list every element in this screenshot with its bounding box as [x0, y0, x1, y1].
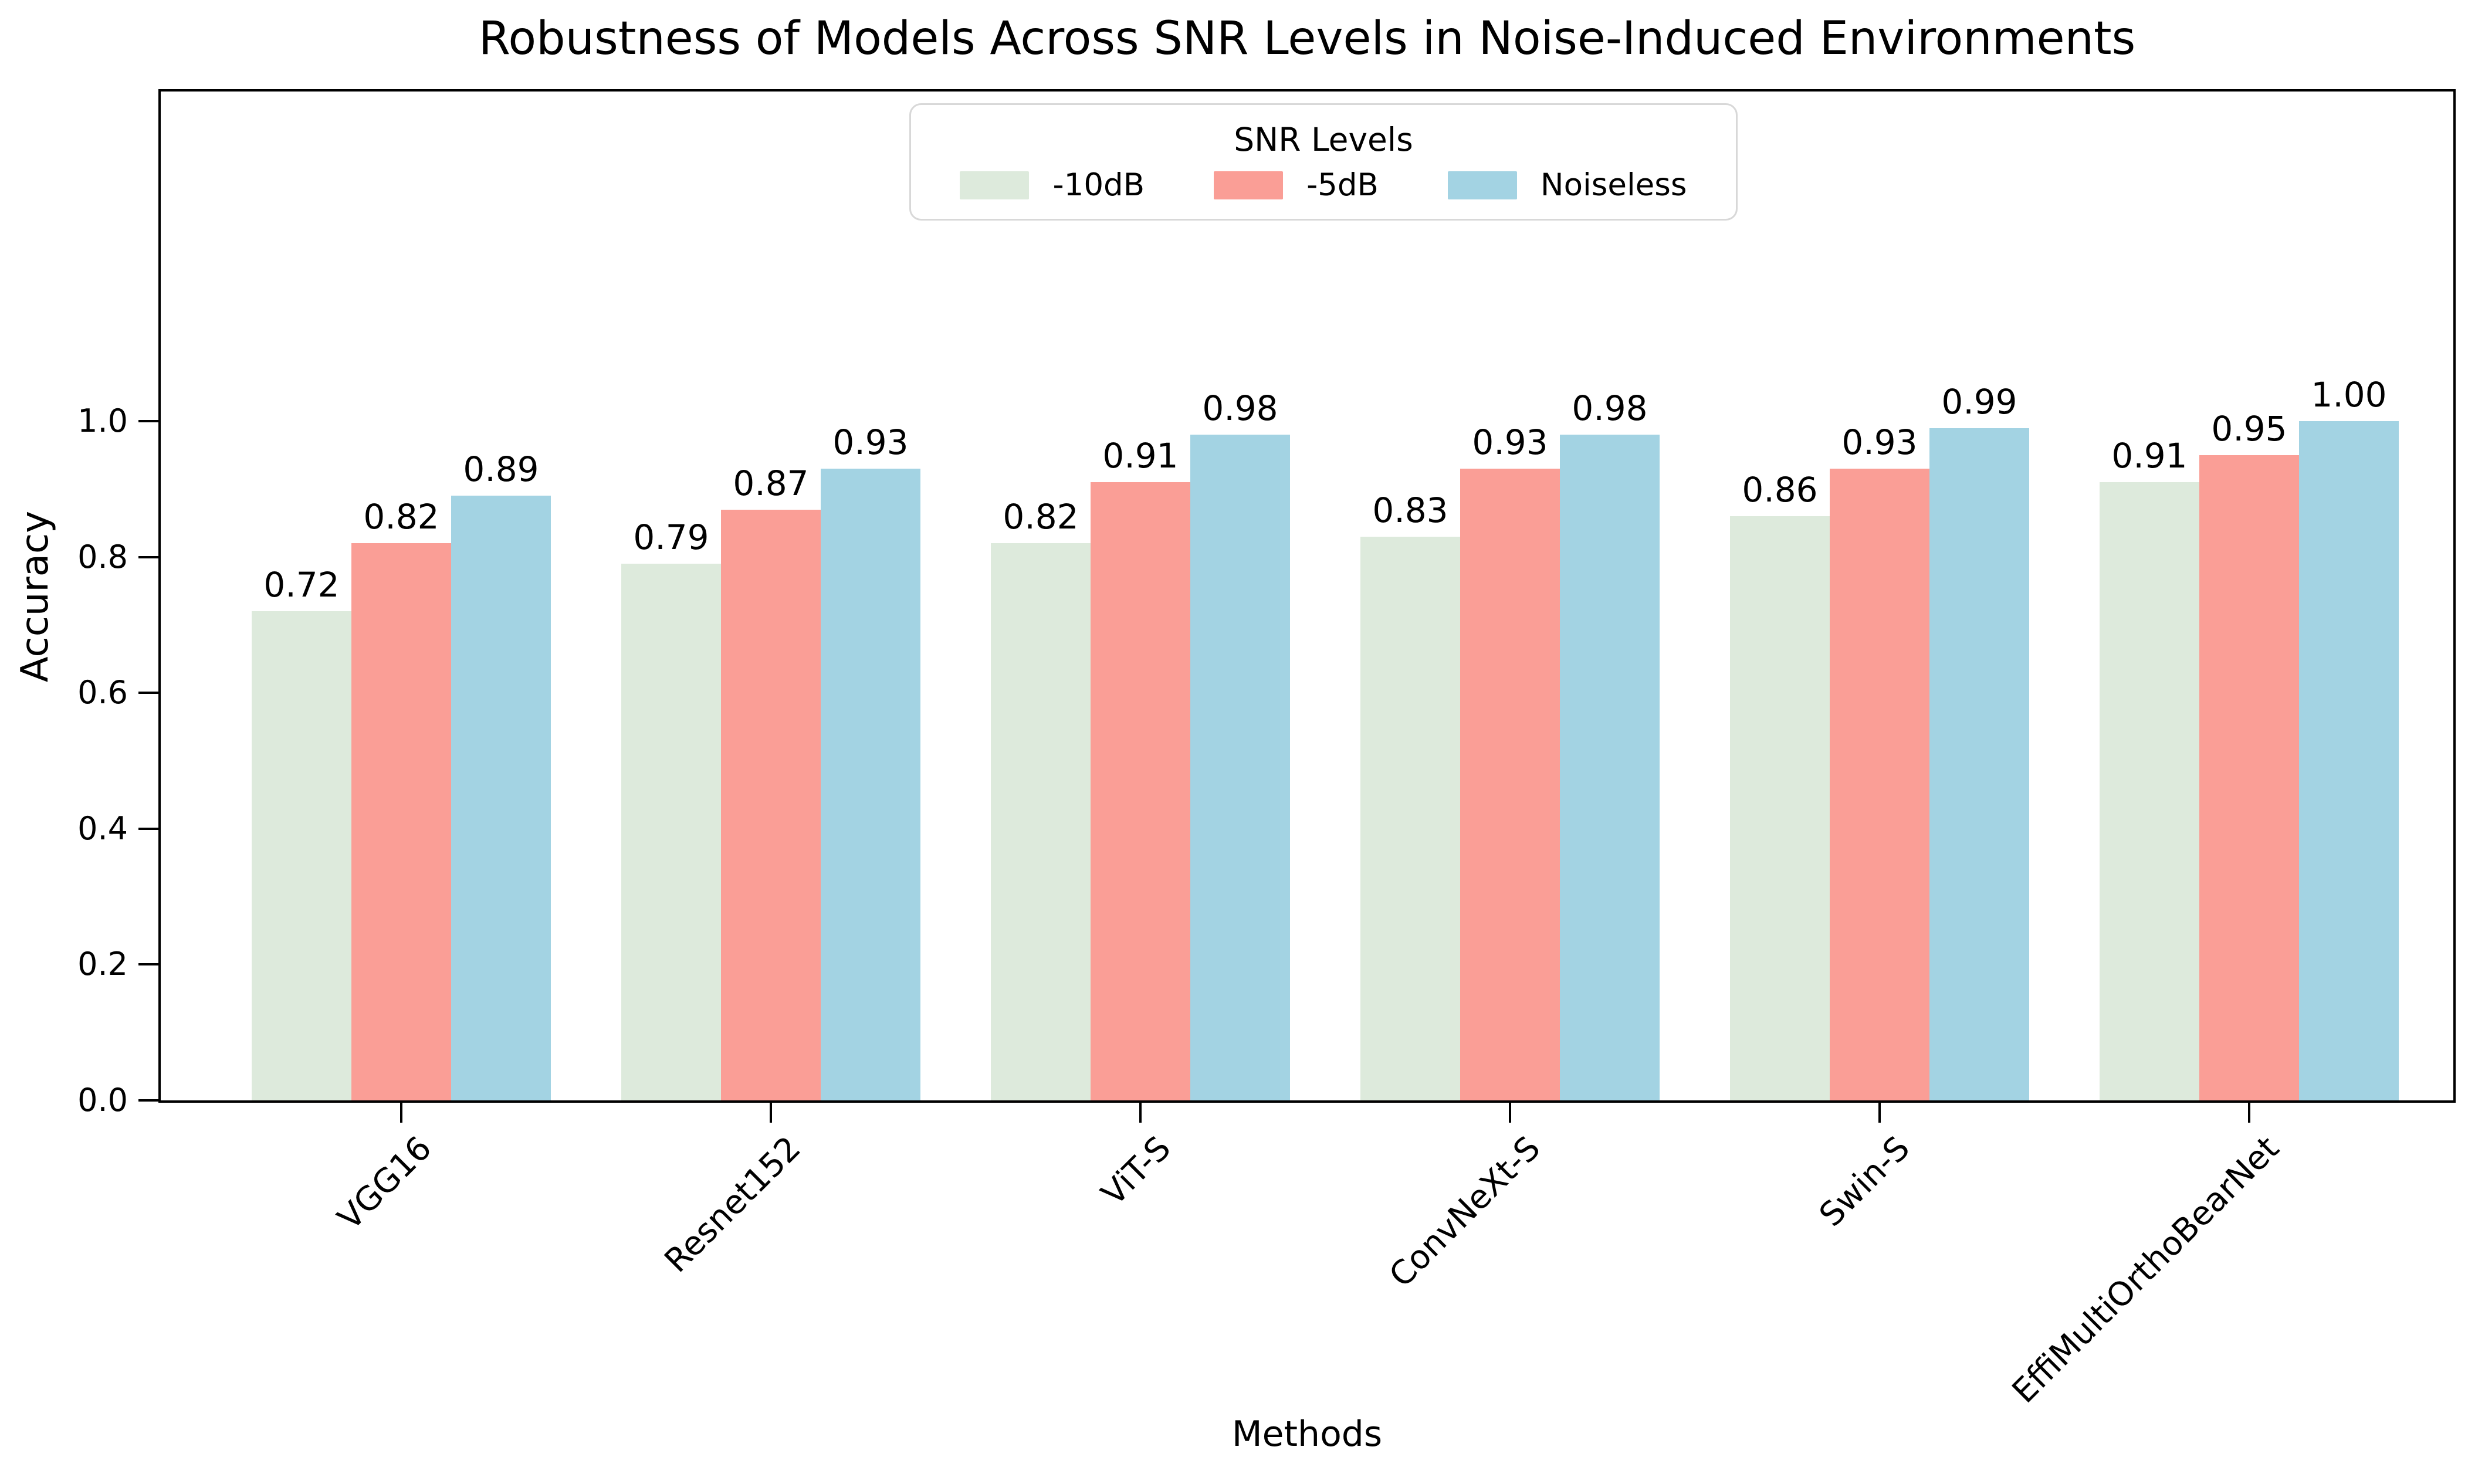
bar	[1730, 516, 1830, 1100]
y-axis-label: Accuracy	[13, 510, 57, 683]
legend-label: -5dB	[1306, 167, 1379, 203]
legend-item: -5dB	[1214, 167, 1379, 204]
bar-value-label: 0.79	[633, 517, 709, 557]
bar	[1091, 482, 1190, 1100]
legend-title: SNR Levels	[1234, 121, 1413, 158]
y-tick-label: 0.4	[77, 809, 128, 847]
bar	[821, 469, 920, 1100]
bar	[1929, 428, 2029, 1100]
bar-value-label: 0.89	[463, 449, 539, 489]
bar	[1190, 435, 1290, 1100]
bar	[1460, 469, 1560, 1100]
legend-items: -10dB -5dB Noiseless	[960, 167, 1687, 204]
bar	[2100, 482, 2199, 1100]
x-tick-mark	[1878, 1103, 1881, 1123]
legend: SNR Levels -10dB -5dB Noiseless	[909, 103, 1738, 221]
x-tick-label: EffiMultiOrthoBearNet	[2005, 1129, 2287, 1411]
legend-swatch-10db	[960, 171, 1030, 199]
y-tick-label: 0.0	[77, 1082, 128, 1119]
bar	[1830, 469, 1929, 1100]
bar-value-label: 0.86	[1742, 470, 1818, 510]
x-tick-mark	[1509, 1103, 1511, 1123]
bar	[2299, 421, 2399, 1100]
bar-value-label: 0.91	[1102, 436, 1179, 476]
y-tick-label: 0.2	[77, 946, 128, 983]
chart-title: Robustness of Models Across SNR Levels i…	[478, 12, 2136, 65]
x-tick-label: ViT-S	[1093, 1129, 1178, 1214]
y-tick-mark	[138, 1099, 158, 1102]
bar-value-label: 0.95	[2211, 409, 2287, 449]
bar-value-label: 0.83	[1372, 490, 1448, 530]
x-tick-label: Resnet152	[657, 1129, 808, 1280]
y-tick-mark	[138, 420, 158, 422]
legend-label: Noiseless	[1540, 167, 1687, 203]
x-tick-label: Swin-S	[1812, 1129, 1917, 1235]
bar-value-label: 0.98	[1202, 388, 1278, 428]
bar	[451, 496, 551, 1100]
x-axis-label: Methods	[1231, 1414, 1383, 1455]
legend-label: -10dB	[1052, 167, 1145, 203]
legend-item: -10dB	[960, 167, 1145, 204]
legend-swatch-noiseless	[1447, 171, 1517, 199]
x-tick-label: VGG16	[330, 1129, 439, 1238]
bar-value-label: 0.72	[263, 565, 340, 605]
bar-value-label: 0.93	[832, 422, 909, 462]
y-tick-mark	[138, 555, 158, 558]
x-tick-label: ConvNeXt-S	[1382, 1129, 1548, 1295]
x-tick-mark	[400, 1103, 402, 1123]
bar	[1360, 537, 1460, 1100]
bar-value-label: 0.87	[733, 463, 809, 503]
bar-value-label: 0.98	[1572, 388, 1648, 428]
bar-value-label: 0.91	[2111, 436, 2188, 476]
bar-value-label: 0.93	[1841, 422, 1918, 462]
x-tick-mark	[770, 1103, 772, 1123]
y-tick-mark	[138, 692, 158, 694]
bar	[991, 543, 1091, 1100]
legend-item: Noiseless	[1447, 167, 1687, 204]
x-tick-mark	[2248, 1103, 2250, 1123]
bar	[351, 543, 451, 1100]
bar	[621, 564, 721, 1100]
bar-value-label: 1.00	[2311, 375, 2387, 415]
bar-value-label: 0.82	[363, 497, 439, 537]
x-tick-mark	[1139, 1103, 1142, 1123]
bar	[252, 611, 351, 1100]
y-tick-label: 0.8	[77, 538, 128, 575]
bar-value-label: 0.93	[1472, 422, 1548, 462]
legend-swatch-5db	[1214, 171, 1284, 199]
y-tick-label: 0.6	[77, 674, 128, 711]
y-tick-mark	[138, 963, 158, 966]
bar	[2199, 455, 2299, 1100]
y-tick-label: 1.0	[77, 402, 128, 439]
bar-value-label: 0.99	[1941, 382, 2017, 422]
y-tick-mark	[138, 827, 158, 830]
bar	[721, 510, 821, 1100]
bar	[1560, 435, 1660, 1100]
bar-value-label: 0.82	[1003, 497, 1079, 537]
